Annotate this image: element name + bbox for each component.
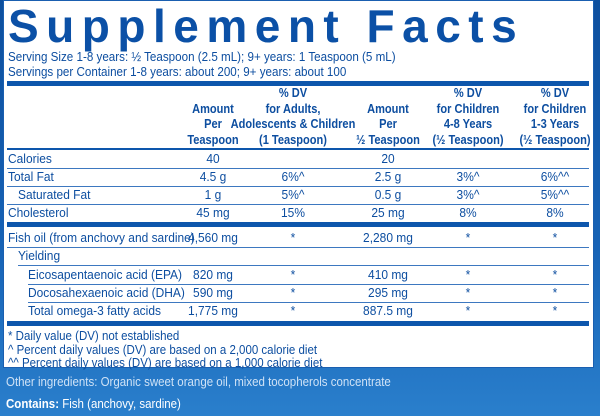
column-header-line: Amount — [192, 100, 234, 116]
row-value: 15% — [281, 205, 305, 220]
column-header: % DV for Children 1-3 Years (½ Teaspoon) — [517, 85, 594, 147]
row-value: * — [552, 230, 558, 245]
contains-label: Contains: — [6, 397, 60, 411]
row-value: 3%^ — [456, 169, 480, 184]
column-header: % DV for Adults, Adolescents & Children (1 … — [229, 85, 357, 147]
column-header-line: (½ Teaspoon) — [519, 131, 591, 147]
column-header-line: % DV — [453, 85, 483, 100]
row-value: * — [552, 303, 558, 318]
supplement-facts-panel: Supplement Facts Serving Size 1-8 years:… — [3, 0, 594, 370]
row-label: Total Fat — [8, 169, 54, 184]
row-value: * — [465, 303, 471, 318]
column-header-line: ½ Teaspoon — [356, 131, 420, 147]
row-value: * — [465, 230, 471, 245]
column-header-line: Adolescents & Children — [230, 116, 356, 131]
row-value: 820 mg — [193, 267, 233, 282]
column-header-line: 4-8 Years — [443, 116, 493, 131]
row-value: * — [290, 303, 296, 318]
row-divider — [7, 204, 589, 205]
row-divider — [7, 247, 589, 248]
row-label: Saturated Fat — [18, 187, 91, 202]
row-value: 5%^^ — [540, 187, 570, 202]
column-header: Amount Per Teaspoon — [171, 101, 256, 148]
other-ingredients: Other ingredients: Organic sweet orange … — [6, 375, 391, 389]
footnote: ^ Percent daily values (DV) are based on… — [8, 343, 318, 357]
row-value: * — [290, 230, 296, 245]
row-label: Yielding — [18, 248, 61, 263]
column-header-line: Per — [379, 116, 397, 131]
row-label: Eicosapentaenoic acid (EPA) — [28, 267, 183, 282]
contains-line: Contains: Fish (anchovy, sardine) — [6, 397, 181, 411]
divider-thick — [7, 81, 589, 86]
row-value: * — [465, 267, 471, 282]
row-value: 25 mg — [371, 205, 405, 220]
footnote: ^^ Percent daily values (DV) are based o… — [8, 356, 323, 370]
row-divider — [7, 168, 589, 169]
row-value: 1,775 mg — [188, 303, 238, 318]
row-value: * — [552, 285, 558, 300]
row-value: 590 mg — [193, 285, 233, 300]
row-value: * — [465, 285, 471, 300]
column-header-line: Teaspoon — [187, 131, 239, 147]
row-value: 8% — [546, 205, 564, 220]
row-value: 20 — [381, 151, 395, 166]
serving-size: Serving Size 1-8 years: ½ Teaspoon (2.5 … — [8, 50, 396, 64]
column-header-line: Per — [204, 116, 222, 131]
column-header-line: for Children — [436, 100, 500, 116]
divider-thick — [7, 321, 589, 326]
row-label: Cholesterol — [8, 205, 69, 220]
row-divider — [28, 284, 589, 285]
row-value: 887.5 mg — [363, 303, 413, 318]
row-divider — [18, 265, 589, 266]
row-value: 4,560 mg — [188, 230, 238, 245]
row-value: * — [552, 267, 558, 282]
row-value: * — [290, 285, 296, 300]
row-label: Docosahexaenoic acid (DHA) — [28, 285, 185, 300]
column-header-line: 1-3 Years — [530, 116, 580, 131]
column-header-line: % DV — [540, 85, 570, 100]
column-header-line: (½ Teaspoon) — [432, 131, 504, 147]
row-value: * — [290, 267, 296, 282]
column-header: % DV for Children 4-8 Years (½ Teaspoon) — [421, 85, 515, 147]
row-value: 2.5 g — [374, 169, 402, 184]
row-value: 6%^^ — [540, 169, 570, 184]
row-value: 0.5 g — [374, 187, 402, 202]
title: Supplement Facts — [8, 0, 525, 52]
row-value: 8% — [459, 205, 477, 220]
row-value: 5%^ — [281, 187, 305, 202]
row-label: Fish oil (from anchovy and sardine) — [8, 230, 195, 245]
column-header-line: for Children — [523, 100, 587, 116]
row-value: 6%^ — [281, 169, 305, 184]
row-value: 410 mg — [368, 267, 408, 282]
column-header: Amount Per ½ Teaspoon — [341, 101, 435, 148]
row-value: 295 mg — [368, 285, 408, 300]
row-divider — [28, 302, 589, 303]
row-value: 4.5 g — [199, 169, 227, 184]
footnote: * Daily value (DV) not established — [8, 329, 180, 343]
row-label: Total omega-3 fatty acids — [28, 303, 161, 318]
servings-per-container: Servings per Container 1-8 years: about … — [8, 65, 347, 79]
column-header-line: for Adults, — [265, 100, 321, 116]
row-value: 40 — [206, 151, 220, 166]
column-header-line: (1 Teaspoon) — [259, 131, 327, 147]
column-header-line: Amount — [367, 100, 409, 116]
row-value: 45 mg — [196, 205, 230, 220]
row-value: 1 g — [204, 187, 222, 202]
divider-thick — [7, 222, 589, 227]
row-label: Calories — [8, 151, 52, 166]
contains-value: Fish (anchovy, sardine) — [59, 397, 181, 411]
row-divider — [7, 186, 589, 187]
divider-header — [7, 148, 589, 150]
row-value: 2,280 mg — [363, 230, 413, 245]
row-value: 3%^ — [456, 187, 480, 202]
column-header-line: % DV — [278, 85, 308, 100]
